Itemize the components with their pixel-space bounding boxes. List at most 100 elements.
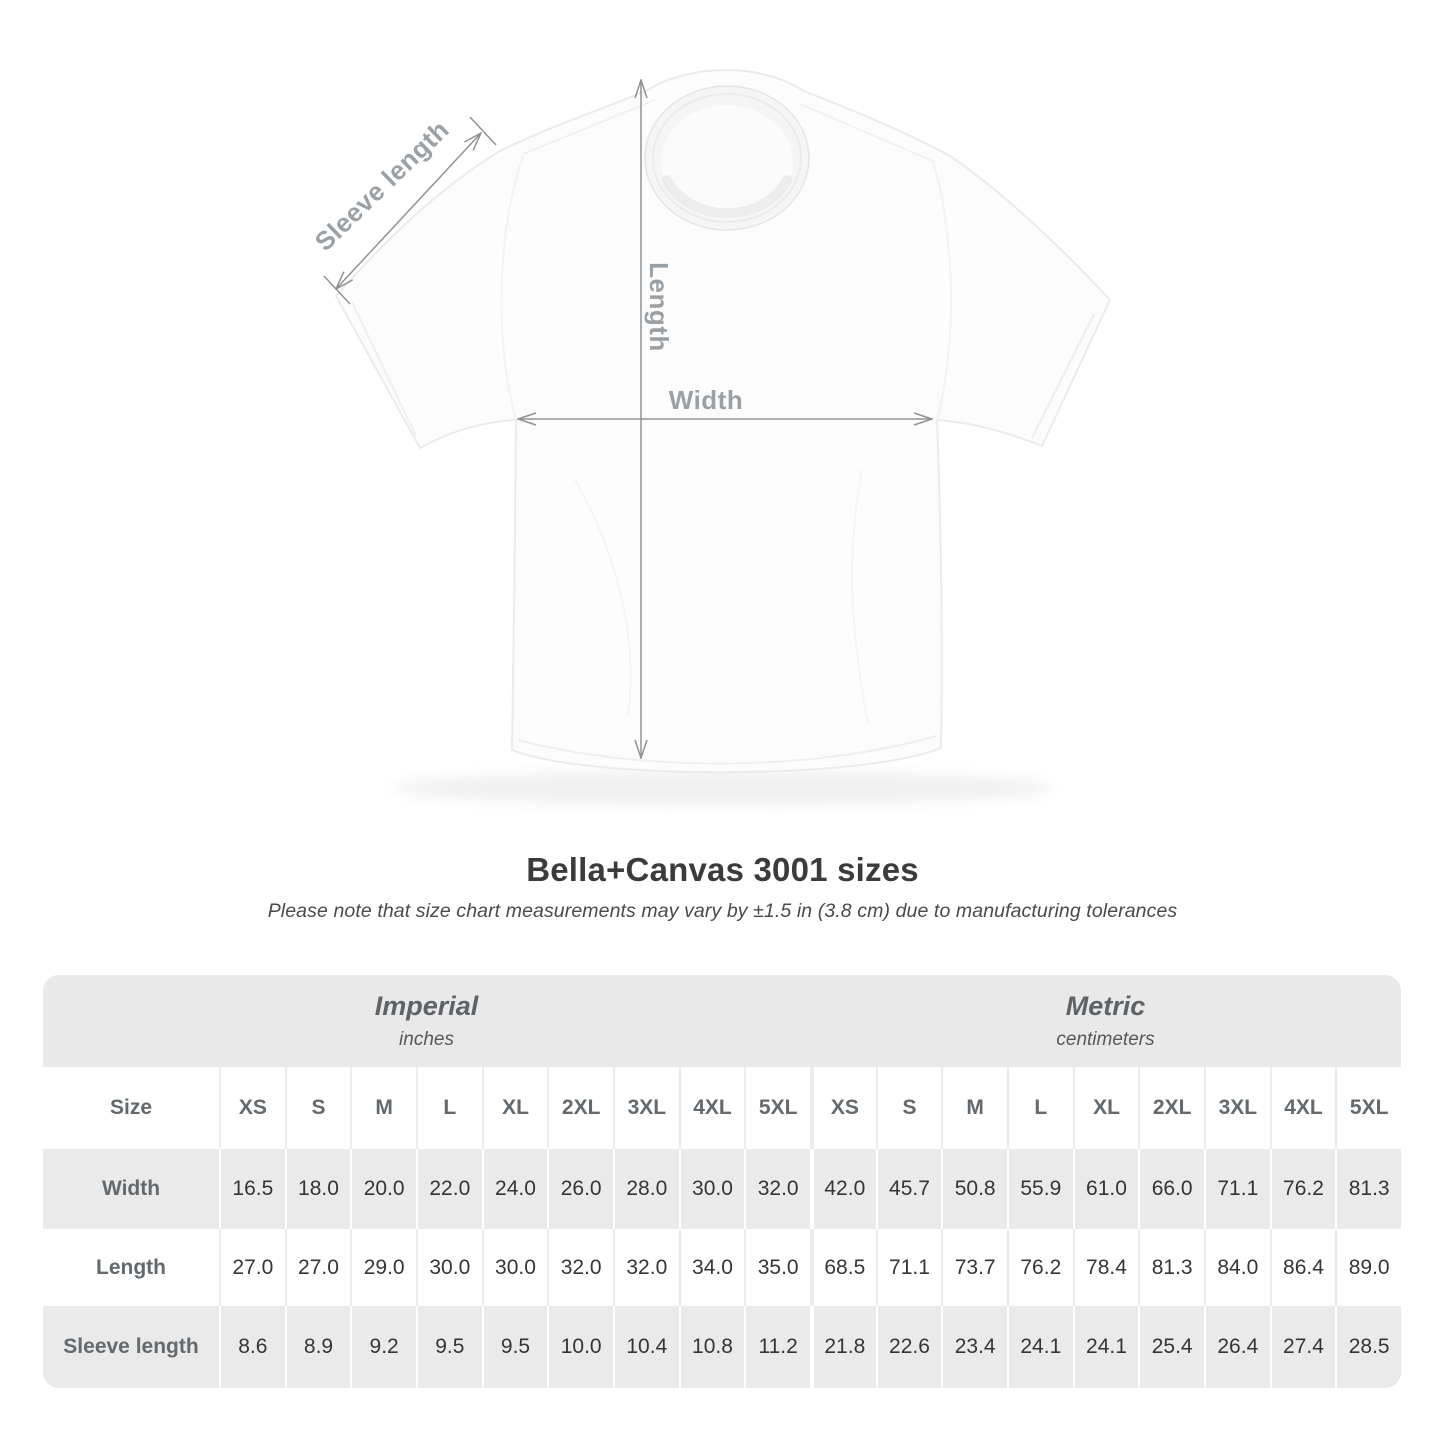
value-cell: 76.2 bbox=[1006, 1229, 1073, 1306]
value-cell: 81.3 bbox=[1335, 1149, 1401, 1229]
value-cell: 30.0 bbox=[415, 1229, 482, 1306]
tolerance-note: Please note that size chart measurements… bbox=[267, 900, 1178, 922]
value-cell: 84.0 bbox=[1203, 1229, 1270, 1306]
value-cell: 25.4 bbox=[1138, 1306, 1204, 1388]
value-cell: 32.0 bbox=[612, 1229, 679, 1306]
value-cell: 32.0 bbox=[744, 1149, 810, 1229]
size-cell-metric-5xl: 5XL bbox=[1335, 1067, 1401, 1149]
value-cell: 35.0 bbox=[744, 1229, 810, 1306]
width-label: Width bbox=[669, 385, 743, 415]
measurement-arrows bbox=[323, 80, 932, 758]
value-cell: 73.7 bbox=[941, 1229, 1007, 1306]
metric-label: Metric bbox=[1065, 991, 1146, 1021]
shirt-seams bbox=[351, 99, 1095, 765]
value-cell: 18.0 bbox=[284, 1149, 351, 1229]
heading-block: Bella+Canvas 3001 sizes Please note that… bbox=[0, 848, 1445, 923]
value-cell: 32.0 bbox=[547, 1229, 613, 1306]
value-cell: 55.9 bbox=[1006, 1149, 1073, 1229]
value-cell: 81.3 bbox=[1138, 1229, 1204, 1306]
value-cell: 9.5 bbox=[481, 1306, 548, 1388]
value-cell: 24.0 bbox=[481, 1149, 548, 1229]
sleeve-length-arrow bbox=[336, 133, 481, 289]
size-cell-imperial-3xl: 3XL bbox=[612, 1067, 679, 1149]
value-cell: 29.0 bbox=[350, 1229, 416, 1306]
value-cell: 42.0 bbox=[809, 1149, 876, 1229]
metric-group-header: Metric centimeters bbox=[810, 975, 1401, 1067]
sleeve-arrow-start-tick bbox=[323, 275, 351, 305]
value-cell: 45.7 bbox=[875, 1149, 942, 1229]
value-cell: 24.1 bbox=[1006, 1306, 1073, 1388]
value-cell: 50.8 bbox=[941, 1149, 1007, 1229]
size-cell-metric-2xl: 2XL bbox=[1138, 1067, 1204, 1149]
value-cell: 9.5 bbox=[415, 1306, 482, 1388]
value-cell: 27.0 bbox=[219, 1229, 285, 1306]
collar bbox=[644, 85, 810, 231]
shirt-shadow bbox=[393, 772, 1053, 804]
value-cell: 61.0 bbox=[1072, 1149, 1139, 1229]
width-row: Width 16.5 18.0 20.0 22.0 24.0 26.0 28.0… bbox=[43, 1149, 1401, 1229]
size-cell-imperial-4xl: 4XL bbox=[678, 1067, 745, 1149]
value-cell: 10.0 bbox=[547, 1306, 613, 1388]
value-cell: 9.2 bbox=[350, 1306, 416, 1388]
value-cell: 28.0 bbox=[612, 1149, 679, 1229]
value-cell: 76.2 bbox=[1269, 1149, 1336, 1229]
value-cell: 71.1 bbox=[1203, 1149, 1270, 1229]
value-cell: 26.4 bbox=[1203, 1306, 1270, 1388]
value-cell: 34.0 bbox=[678, 1229, 745, 1306]
imperial-unit: inches bbox=[399, 1029, 454, 1050]
size-cell-imperial-l: L bbox=[415, 1067, 482, 1149]
metric-unit: centimeters bbox=[1056, 1029, 1155, 1050]
imperial-group-header: Imperial inches bbox=[43, 975, 810, 1067]
width-row-label: Width bbox=[101, 1177, 161, 1200]
value-cell: 30.0 bbox=[481, 1229, 548, 1306]
value-cell: 10.4 bbox=[612, 1306, 679, 1388]
value-cell: 23.4 bbox=[941, 1306, 1007, 1388]
size-cell-imperial-m: M bbox=[350, 1067, 416, 1149]
size-cell-metric-xs: XS bbox=[809, 1067, 876, 1149]
size-cell-imperial-2xl: 2XL bbox=[547, 1067, 613, 1149]
value-cell: 21.8 bbox=[809, 1306, 876, 1388]
size-header-row: Size XS S M L XL 2XL 3XL 4XL 5XL XS S M … bbox=[43, 1067, 1401, 1149]
size-column-header: Size bbox=[109, 1096, 153, 1119]
size-cell-imperial-5xl: 5XL bbox=[744, 1067, 810, 1149]
page-title: Bella+Canvas 3001 sizes bbox=[526, 851, 919, 888]
length-row: Length 27.0 27.0 29.0 30.0 30.0 32.0 32.… bbox=[43, 1229, 1401, 1306]
value-cell: 68.5 bbox=[809, 1229, 876, 1306]
value-cell: 66.0 bbox=[1138, 1149, 1204, 1229]
length-row-label: Length bbox=[96, 1255, 166, 1279]
size-cell-metric-3xl: 3XL bbox=[1203, 1067, 1270, 1149]
sleeve-arrow-end-tick bbox=[469, 116, 497, 146]
size-cell-metric-s: S bbox=[875, 1067, 942, 1149]
value-cell: 27.0 bbox=[284, 1229, 351, 1306]
value-cell: 11.2 bbox=[744, 1306, 810, 1388]
value-cell: 27.4 bbox=[1269, 1306, 1336, 1388]
tshirt-illustration: Sleeve length Length Width bbox=[309, 69, 1111, 804]
size-cell-imperial-s: S bbox=[284, 1067, 351, 1149]
value-cell: 26.0 bbox=[547, 1149, 613, 1229]
value-cell: 71.1 bbox=[875, 1229, 942, 1306]
value-cell: 86.4 bbox=[1269, 1229, 1336, 1306]
value-cell: 28.5 bbox=[1335, 1306, 1401, 1388]
value-cell: 16.5 bbox=[219, 1149, 285, 1229]
sleeve-row-label: Sleeve length bbox=[63, 1335, 199, 1358]
imperial-label: Imperial bbox=[374, 991, 479, 1021]
value-cell: 24.1 bbox=[1072, 1306, 1139, 1388]
value-cell: 22.6 bbox=[875, 1306, 942, 1388]
value-cell: 22.0 bbox=[415, 1149, 482, 1229]
unit-header-row: Imperial inches Metric centimeters bbox=[43, 975, 1401, 1067]
value-cell: 89.0 bbox=[1335, 1229, 1401, 1306]
value-cell: 20.0 bbox=[350, 1149, 416, 1229]
size-cell-metric-xl: XL bbox=[1072, 1067, 1139, 1149]
value-cell: 10.8 bbox=[678, 1306, 745, 1388]
length-label: Length bbox=[644, 262, 674, 352]
size-cell-imperial-xs: XS bbox=[219, 1067, 285, 1149]
size-cell-metric-m: M bbox=[941, 1067, 1007, 1149]
measurement-diagram: Sleeve length Length Width bbox=[309, 69, 1111, 804]
value-cell: 30.0 bbox=[678, 1149, 745, 1229]
size-table: Imperial inches Metric centimeters Size … bbox=[43, 975, 1401, 1388]
value-cell: 78.4 bbox=[1072, 1229, 1139, 1306]
size-cell-metric-l: L bbox=[1006, 1067, 1073, 1149]
value-cell: 8.6 bbox=[219, 1306, 285, 1388]
size-cell-metric-4xl: 4XL bbox=[1269, 1067, 1336, 1149]
